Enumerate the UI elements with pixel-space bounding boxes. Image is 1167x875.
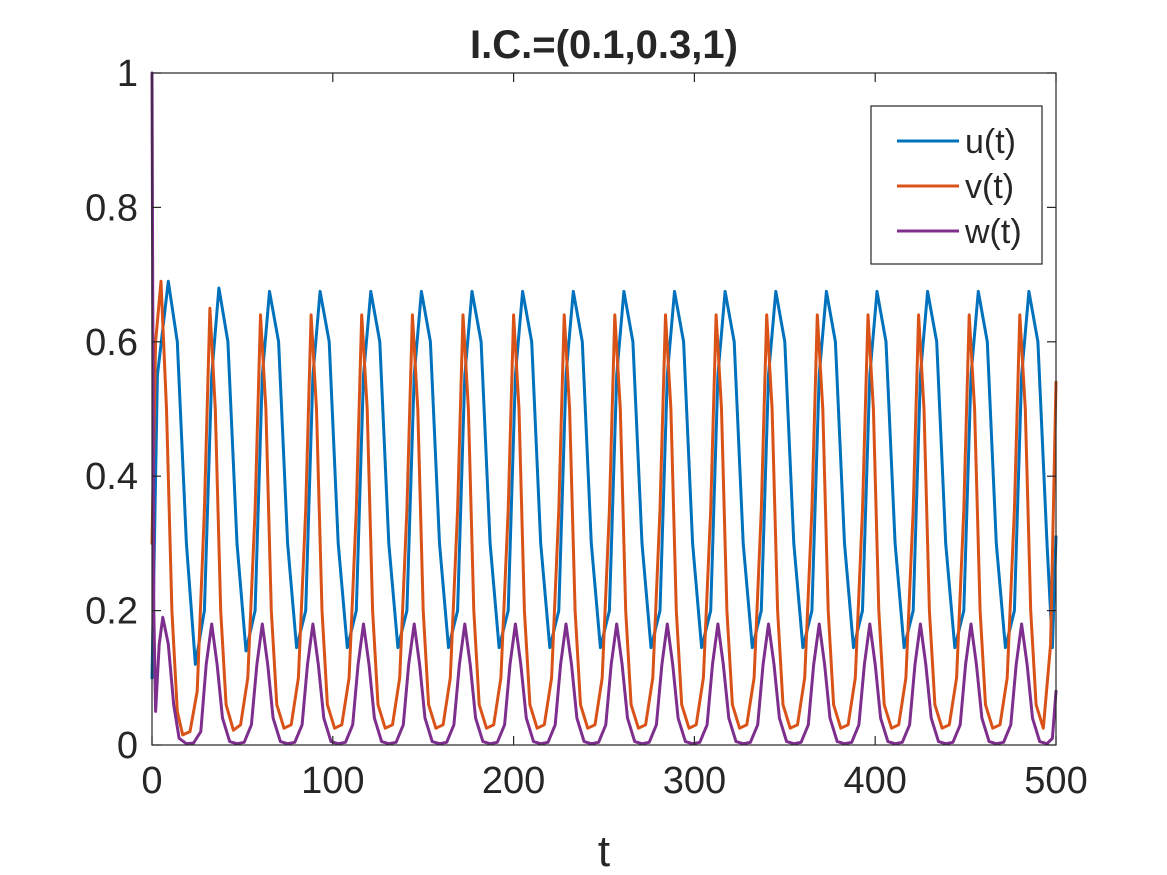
x-tick-label: 200 [482,760,545,802]
y-tick-label: 1 [117,53,138,95]
legend-label-1: u(t) [965,123,1016,161]
x-tick-label: 500 [1024,760,1087,802]
x-axis-label: t [598,827,610,875]
series-line-2 [150,279,1058,737]
x-tick-label: 300 [663,760,726,802]
legend-label-2: v(t) [965,168,1014,206]
y-tick-label: 0.8 [85,187,138,229]
series-line-3 [150,71,1058,746]
axes-box [151,72,1057,746]
x-tick-label: 400 [843,760,906,802]
x-tick-label: 0 [141,760,162,802]
y-tick-label: 0.4 [85,456,138,498]
y-tick-label: 0.6 [85,322,138,364]
axes-layer: 0 100 200 300 400 500 0 0.2 0.4 0.6 0.8 1 [85,53,1088,802]
x-tick-label: 100 [301,760,364,802]
chart-title: I.C.=(0.1,0.3,1) [470,23,738,67]
series-line-1 [150,279,1058,680]
y-tick-label: 0 [117,725,138,767]
legend-label-3: w(t) [964,213,1022,251]
legend: u(t) v(t) w(t) [870,105,1043,265]
series-layer [150,71,1058,746]
y-tick-label: 0.2 [85,591,138,633]
